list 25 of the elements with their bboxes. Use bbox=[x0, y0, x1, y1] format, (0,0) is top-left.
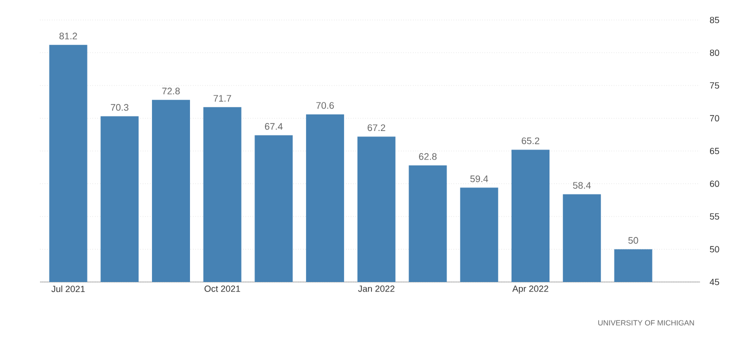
x-tick-label: Jul 2021 bbox=[51, 286, 85, 292]
y-tick-label: 85 bbox=[710, 16, 720, 24]
data-label: 62.8 bbox=[419, 153, 437, 160]
y-tick-label: 65 bbox=[710, 148, 720, 154]
data-label: 50 bbox=[628, 237, 638, 244]
x-tick-label: Apr 2022 bbox=[512, 286, 548, 294]
data-label: 58.4 bbox=[573, 182, 591, 189]
y-tick-label: 45 bbox=[710, 278, 720, 286]
data-label: 67.2 bbox=[368, 124, 386, 132]
data-label: 59.4 bbox=[470, 175, 488, 182]
y-tick-label: 50 bbox=[710, 246, 720, 252]
data-label: 81.2 bbox=[59, 32, 77, 40]
y-tick-label: 55 bbox=[710, 213, 720, 220]
data-label: 65.2 bbox=[522, 137, 540, 144]
y-tick-label: 80 bbox=[710, 50, 720, 56]
y-tick-label: 75 bbox=[710, 82, 720, 89]
data-label: 67.4 bbox=[264, 123, 283, 130]
y-tick-label: 70 bbox=[710, 115, 720, 122]
data-label: 71.7 bbox=[214, 95, 232, 102]
data-label: 72.8 bbox=[162, 88, 180, 94]
x-tick-label: Oct 2021 bbox=[204, 286, 240, 292]
y-tick-label: 60 bbox=[710, 180, 720, 187]
data-label: 70.6 bbox=[316, 102, 334, 109]
x-tick-label: Jan 2022 bbox=[358, 286, 394, 292]
data-label: 70.3 bbox=[110, 104, 128, 111]
